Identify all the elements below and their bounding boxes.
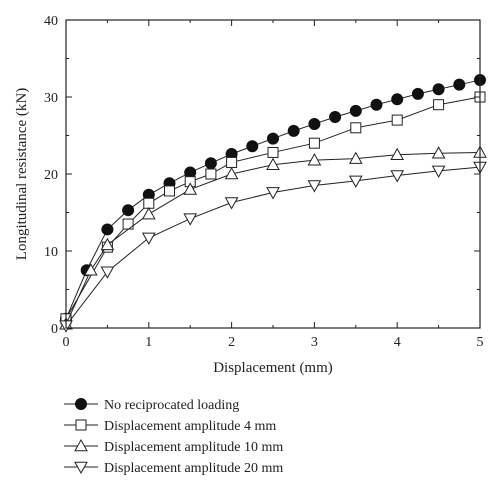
data-point — [122, 218, 134, 230]
data-point — [226, 156, 238, 168]
x-axis-label: Displacement (mm) — [213, 360, 333, 376]
data-point — [183, 182, 198, 195]
data-point — [101, 223, 114, 236]
legend-item: Displacement amplitude 10 mm — [64, 438, 283, 455]
y-tick-label: 30 — [44, 91, 58, 106]
x-tick-label: 2 — [228, 335, 235, 350]
series-1 — [60, 74, 486, 325]
data-point — [350, 122, 362, 134]
data-point — [183, 213, 198, 226]
data-point — [143, 197, 155, 209]
data-point — [390, 170, 405, 183]
data-point — [83, 263, 98, 276]
data-point — [308, 117, 321, 130]
data-point — [390, 147, 405, 161]
legend-marker — [74, 461, 88, 475]
legend-label: Displacement amplitude 4 mm — [104, 419, 276, 434]
y-tick-label: 0 — [51, 322, 58, 337]
legend-label: Displacement amplitude 10 mm — [104, 440, 283, 455]
data-point — [246, 140, 259, 153]
data-point — [453, 78, 466, 91]
data-point — [224, 166, 239, 180]
plot-frame — [65, 19, 481, 329]
data-point — [307, 180, 322, 193]
x-tick-label: 3 — [311, 335, 318, 350]
data-point — [307, 153, 322, 166]
data-point — [266, 187, 280, 200]
data-point — [308, 137, 320, 149]
y-axis-label: Longitudinal resistance (kN) — [14, 88, 30, 260]
data-point — [164, 185, 175, 197]
data-point — [267, 132, 279, 145]
data-point — [411, 87, 424, 100]
y-tick-label: 40 — [44, 14, 58, 29]
data-point — [349, 104, 362, 117]
data-point — [391, 114, 403, 126]
data-point — [329, 111, 342, 124]
x-tick-label: 5 — [477, 335, 484, 350]
series-4 — [59, 161, 487, 333]
data-point — [266, 157, 280, 171]
data-point — [432, 83, 445, 96]
data-point — [348, 151, 363, 164]
data-point — [287, 124, 300, 137]
y-tick-label: 20 — [44, 168, 58, 183]
legend-label: Displacement amplitude 20 mm — [104, 461, 283, 476]
axes: 0 1 2 3 4 5 0 10 20 30 40 — [44, 14, 484, 350]
series-3 — [59, 145, 487, 330]
data-point — [431, 146, 446, 159]
series-line — [65, 151, 481, 325]
legend-label: No reciprocated loading — [104, 398, 239, 413]
data-point — [433, 99, 445, 111]
legend-marker — [74, 438, 88, 452]
data-point — [391, 93, 404, 106]
legend-item: Displacement amplitude 4 mm — [64, 419, 276, 434]
data-point — [204, 157, 217, 170]
data-point — [205, 168, 217, 180]
plot-area — [59, 74, 487, 333]
x-tick-label: 0 — [63, 335, 70, 350]
legend-marker — [75, 398, 87, 410]
data-point — [431, 165, 446, 178]
data-point — [122, 204, 135, 217]
legend-item: Displacement amplitude 20 mm — [64, 461, 283, 476]
legend: No reciprocated loading Displacement ampl… — [64, 398, 283, 476]
legend-marker — [75, 419, 87, 431]
legend-item: No reciprocated loading — [64, 398, 239, 413]
x-tick-label: 1 — [145, 335, 152, 350]
data-point — [141, 232, 156, 245]
y-tick-label: 10 — [44, 245, 58, 260]
data-point — [267, 146, 279, 158]
x-tick-label: 4 — [394, 335, 401, 350]
data-point — [100, 237, 115, 251]
data-point — [100, 266, 115, 279]
data-point — [224, 197, 239, 210]
data-point — [348, 175, 363, 188]
data-point — [141, 207, 156, 220]
data-point — [370, 98, 383, 111]
